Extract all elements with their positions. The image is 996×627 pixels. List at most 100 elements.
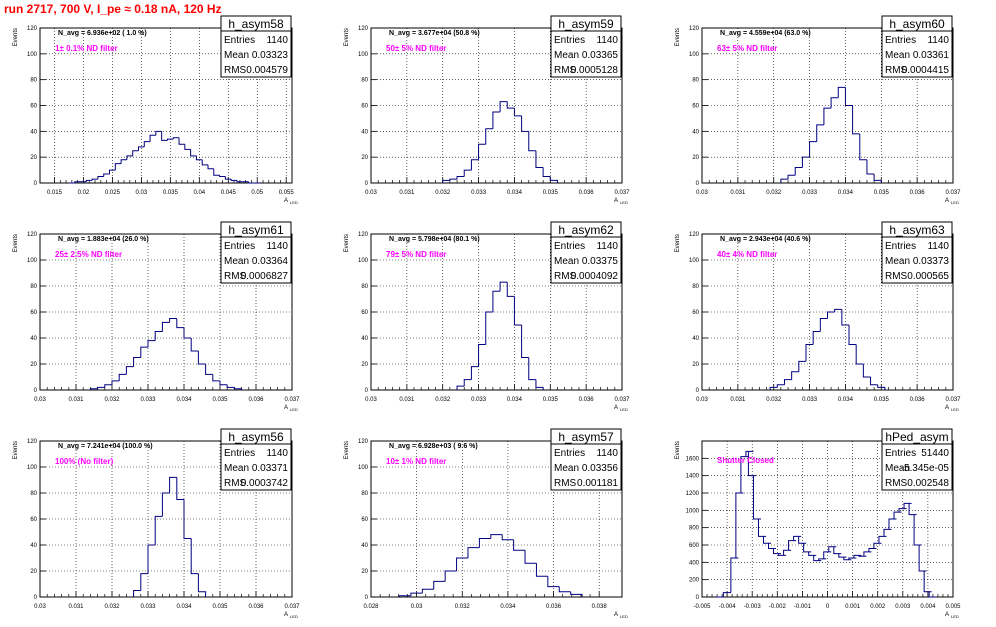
- stat-label-mean: Mean: [885, 256, 910, 267]
- y-axis-title: Events: [344, 441, 350, 459]
- x-tick-label: 0.031: [730, 190, 746, 196]
- x-tick-label: 0.038: [592, 604, 608, 610]
- y-tick-label: 80: [30, 78, 37, 84]
- histogram-bin: [109, 169, 116, 174]
- histogram-bins: [715, 450, 937, 598]
- x-tick-label: 0.05: [251, 190, 263, 196]
- stat-value-rms: 0.0003742: [241, 478, 289, 489]
- stat-value-entries: 51440: [921, 448, 949, 459]
- histogram-bin: [161, 492, 170, 517]
- y-tick-label: 0: [34, 388, 38, 394]
- x-tick-label: 0.032: [455, 604, 471, 610]
- x-tick-label: 0.015: [47, 190, 63, 196]
- y-tick-label: 0: [365, 595, 369, 601]
- x-tick-label: 0.035: [212, 604, 228, 610]
- histogram-bin: [114, 163, 122, 171]
- x-tick-label: -0.004: [719, 604, 737, 610]
- x-tick-label: 0.03: [365, 190, 377, 196]
- x-tick-label: -0.005: [693, 604, 711, 610]
- x-tick-label: 0.037: [284, 397, 300, 403]
- histogram-bin: [788, 540, 797, 551]
- histogram-bin: [143, 141, 151, 147]
- x-tick-label: 0.001: [845, 604, 861, 610]
- histogram-bin: [793, 535, 802, 541]
- x-tick-label: -0.001: [794, 604, 812, 610]
- stat-label-entries: Entries: [554, 448, 585, 459]
- y-tick-label: 120: [27, 26, 38, 32]
- histogram-bin: [769, 386, 778, 390]
- stats-box-frame: [550, 15, 622, 78]
- histogram-bin: [233, 387, 243, 390]
- x-tick-label: 0.034: [838, 190, 854, 196]
- x-tick-label: 0.002: [870, 604, 886, 610]
- stats-box: h_asym61 Entries 1140 Mean 0.03364 RMS0.00068…: [220, 221, 292, 284]
- histogram-bin: [91, 178, 98, 181]
- histogram-bin: [111, 380, 120, 385]
- histogram-name: h_asym60: [889, 17, 945, 31]
- stat-value-entries: 1140: [927, 35, 949, 46]
- panel-h_asym61: 0.03 0.031 0.032 0.033 0.034 0.035 0.036 0.037 0…: [13, 221, 300, 412]
- histogram-bin: [399, 595, 411, 597]
- y-tick-label: 60: [361, 310, 368, 316]
- histogram-bins: [442, 101, 558, 183]
- x-axis-title-sub: LED: [951, 200, 959, 205]
- x-tick-label: 0.032: [766, 397, 782, 403]
- histogram-bin: [841, 309, 850, 326]
- histogram-bin: [877, 384, 886, 390]
- y-tick-label: 200: [689, 578, 700, 584]
- histogram-bin: [169, 476, 177, 493]
- x-axis-title-sub: LED: [290, 614, 298, 619]
- y-tick-label: 100: [27, 52, 38, 58]
- y-tick-label: 20: [361, 569, 368, 575]
- stat-label-rms: RMS: [224, 271, 247, 282]
- histogram-bin: [226, 384, 235, 388]
- histogram-bin: [844, 87, 853, 106]
- histogram-bin: [542, 167, 551, 178]
- x-tick-label: 0.034: [176, 604, 192, 610]
- histogram-bin: [499, 101, 508, 112]
- stat-value-rms: 0.0005128: [571, 65, 619, 76]
- y-tick-label: 60: [30, 104, 37, 110]
- panel-h_asym63: 0.03 0.031 0.032 0.033 0.034 0.035 0.036 0.037 0…: [675, 221, 961, 412]
- x-tick-label: 0.031: [399, 397, 415, 403]
- stat-label-rms: RMS: [224, 478, 247, 489]
- panel-h_asym57: 0.028 0.03 0.032 0.034 0.036 0.038 0 20 40 60 80 10…: [344, 428, 628, 619]
- x-tick-label: 0.035: [163, 190, 179, 196]
- histogram-bins: [89, 318, 243, 390]
- y-tick-label: 20: [361, 155, 368, 161]
- y-tick-label: 20: [30, 569, 37, 575]
- histogram-bin: [178, 137, 185, 145]
- stat-label-mean: Mean: [224, 50, 249, 61]
- histogram-bin: [140, 573, 148, 591]
- histogram-bin: [197, 573, 207, 597]
- histogram-bin: [230, 179, 237, 181]
- histogram-bin: [838, 553, 847, 558]
- x-axis-title: A: [614, 198, 618, 204]
- histogram-bin: [501, 534, 514, 541]
- stat-value-rms: 0.0004415: [902, 65, 950, 76]
- y-tick-label: 80: [30, 491, 37, 497]
- stat-value-mean: 0.03361: [913, 50, 950, 61]
- stat-label-entries: Entries: [224, 35, 255, 46]
- x-tick-label: 0.037: [945, 397, 961, 403]
- histogram-bin: [478, 143, 486, 160]
- histogram-bin: [809, 141, 817, 158]
- histogram-bin: [492, 111, 501, 129]
- histogram-bin: [528, 131, 536, 152]
- y-tick-label: 60: [30, 310, 37, 316]
- y-tick-label: 1400: [686, 474, 700, 480]
- filter-label: 10± 1% ND filter: [386, 457, 446, 466]
- stat-label-mean: Mean: [885, 463, 910, 474]
- y-tick-label: 80: [361, 491, 368, 497]
- y-tick-label: 0: [696, 181, 700, 187]
- histogram-bin: [862, 364, 871, 378]
- histogram-bin: [169, 318, 177, 323]
- stat-value-entries: 1140: [266, 241, 288, 252]
- histogram-bins: [68, 130, 261, 184]
- histogram-bin: [166, 138, 174, 141]
- histogram-bin: [819, 318, 828, 332]
- stat-value-entries: 1140: [266, 448, 288, 459]
- stats-box-frame: [550, 428, 622, 491]
- y-tick-label: 0: [696, 388, 700, 394]
